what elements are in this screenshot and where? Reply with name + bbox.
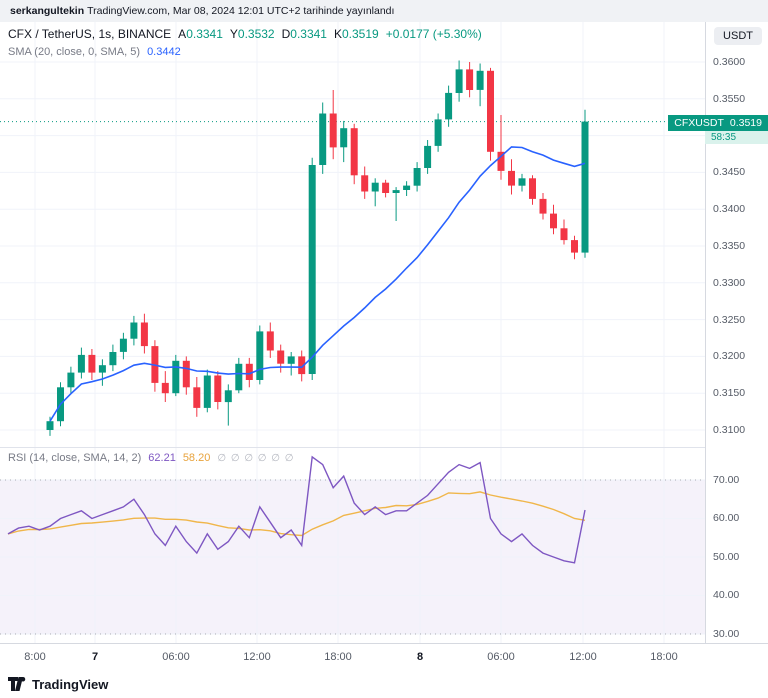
time-axis-label: 18:00 [324, 651, 352, 663]
ohlc-low: D0.3341 [281, 27, 327, 41]
rsi-value: 62.21 [148, 452, 176, 464]
footer-bar: TradingView [0, 670, 768, 698]
bar-countdown: 58:35 [705, 130, 768, 144]
price-change: +0.0177 (+5.30%) [385, 27, 482, 41]
badge-symbol: CFXUSDT [674, 116, 724, 129]
rsi-ma-value: 58.20 [182, 452, 211, 464]
publish-info-text: TradingView.com, Mar 08, 2024 12:01 UTC+… [87, 5, 395, 17]
chart-area[interactable]: CFX / TetherUS, 1s, BINANCE A0.3341 Y0.3… [0, 22, 768, 670]
time-axis-label: 7 [91, 651, 99, 663]
time-axis-label: 12:00 [243, 651, 271, 663]
price-pane-chart[interactable] [0, 22, 705, 447]
rsi-legend-label[interactable]: RSI (14, close, SMA, 14, 2) [8, 452, 142, 464]
main-legend: CFX / TetherUS, 1s, BINANCE A0.3341 Y0.3… [8, 27, 482, 58]
rsi-axis-label: 60.00 [713, 512, 740, 525]
rsi-axis-label: 70.00 [713, 473, 740, 486]
tradingview-brand-text[interactable]: TradingView [32, 676, 109, 692]
currency-toggle-button[interactable]: USDT [714, 27, 762, 45]
price-axis-label: 0.3350 [713, 239, 746, 252]
price-axis-label: 0.3450 [713, 166, 746, 179]
rsi-legend: RSI (14, close, SMA, 14, 2) 62.21 58.20 … [8, 452, 295, 464]
price-axis-label: 0.3300 [713, 276, 746, 289]
time-axis-label: 06:00 [487, 651, 515, 663]
sma-legend-value: 0.3442 [147, 46, 181, 58]
time-axis-label: 12:00 [569, 651, 597, 663]
time-axis-label: 18:00 [650, 651, 678, 663]
rsi-axis-label: 30.00 [713, 627, 740, 640]
rsi-pane-chart[interactable] [0, 447, 705, 644]
tradingview-logo-icon[interactable] [8, 677, 26, 691]
price-axis-label: 0.3400 [713, 203, 746, 216]
price-axis-label: 0.3600 [713, 56, 746, 68]
rsi-axis-label: 40.00 [713, 589, 740, 602]
time-axis-label: 8 [416, 651, 424, 663]
rsi-hidden-values: ∅ ∅ ∅ ∅ ∅ ∅ [217, 452, 295, 464]
publish-info-bar: serkangultekin TradingView.com, Mar 08, … [0, 0, 768, 22]
time-axis-label: 06:00 [162, 651, 190, 663]
time-axis-label: 8:00 [24, 651, 46, 663]
symbol-title[interactable]: CFX / TetherUS, 1s, BINANCE [8, 27, 172, 41]
last-price-badge: CFXUSDT 0.3519 58:35 [668, 113, 768, 144]
price-axis-label: 0.3550 [713, 92, 746, 105]
sma-legend-label[interactable]: SMA (20, close, 0, SMA, 5) [8, 46, 141, 58]
price-axis-label: 0.3250 [713, 313, 746, 326]
price-axis-label: 0.3200 [713, 350, 746, 363]
publisher-username: serkangultekin [10, 5, 85, 17]
ohlc-open: A0.3341 [178, 27, 223, 41]
price-axis-label: 0.3100 [713, 423, 746, 436]
ohlc-high: Y0.3532 [229, 27, 275, 41]
time-axis[interactable]: 8:00 7 06:00 12:00 18:00 8 06:00 12:00 18:00 [0, 643, 768, 670]
badge-price: 0.3519 [729, 116, 762, 129]
rsi-axis-label: 50.00 [713, 550, 740, 563]
ohlc-close: K0.3519 [333, 27, 379, 41]
price-axis-label: 0.3150 [713, 387, 746, 400]
